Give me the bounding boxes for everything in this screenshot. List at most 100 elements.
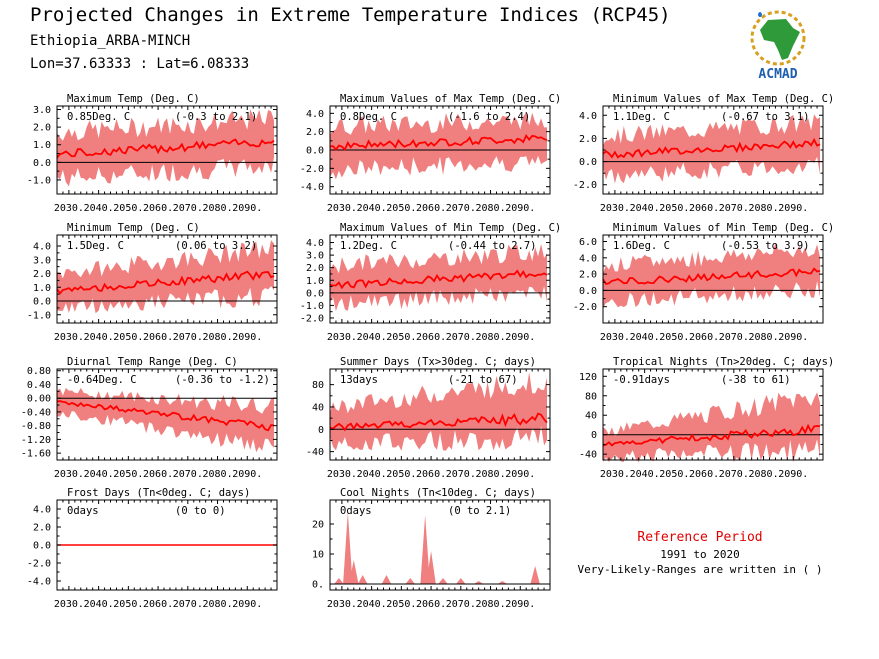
x-tick-label: 2050. <box>113 469 143 480</box>
x-tick-label: 2030. <box>600 332 630 343</box>
x-tick-label: 2070. <box>446 203 476 214</box>
change-summary: 1.6Deg. C <box>613 240 670 252</box>
x-tick-label: 2070. <box>173 332 203 343</box>
x-tick-label: 2040. <box>630 332 660 343</box>
x-tick-label: 2030. <box>327 203 357 214</box>
africa-map-logo-icon: ACMAD <box>750 10 806 82</box>
chart-title: Minimum Values of Max Temp (Deg. C) <box>613 93 834 105</box>
y-tick-label: 2.0 <box>33 269 51 280</box>
x-tick-label: 2090. <box>505 203 535 214</box>
likely-range: (-21 to 67) <box>448 374 518 386</box>
y-tick-label: 80 <box>312 380 324 391</box>
x-tick-label: 2090. <box>778 332 808 343</box>
y-tick-label: 1.0 <box>306 276 324 287</box>
y-tick-label: 2.0 <box>33 523 51 534</box>
y-tick-label: 0.0 <box>306 288 324 299</box>
change-summary: 1.2Deg. C <box>340 240 397 252</box>
y-tick-label: 3.0 <box>33 255 51 266</box>
chart-title: Maximum Values of Max Temp (Deg. C) <box>340 93 561 105</box>
range-band <box>57 109 274 187</box>
x-tick-label: 2060. <box>143 599 173 610</box>
coordinates-label: Lon=37.63333 : Lat=6.08333 <box>30 56 250 72</box>
y-tick-label: 10 <box>312 550 324 561</box>
x-tick-label: 2040. <box>84 203 114 214</box>
x-tick-label: 2080. <box>475 469 505 480</box>
x-tick-label: 2060. <box>416 599 446 610</box>
y-tick-label: -2.0 <box>300 313 324 324</box>
y-tick-label: 2.0 <box>33 123 51 134</box>
plot-frame <box>329 234 551 324</box>
y-tick-label: -2.0 <box>573 302 597 313</box>
x-tick-label: 2090. <box>505 332 535 343</box>
y-tick-label: -4.0 <box>27 577 51 588</box>
range-band <box>57 387 274 453</box>
y-tick-label: 1.0 <box>33 283 51 294</box>
x-tick-label: 2060. <box>416 332 446 343</box>
y-tick-label: 0. <box>312 580 324 591</box>
change-summary: 0days <box>67 505 99 517</box>
chart-title: Frost Days (Tn<0deg. C; days) <box>67 487 250 499</box>
y-tick-label: -2.0 <box>27 559 51 570</box>
x-tick-label: 2040. <box>630 203 660 214</box>
y-tick-label: 2.0 <box>306 127 324 138</box>
x-tick-label: 2050. <box>659 332 689 343</box>
y-tick-label: 0 <box>591 430 597 441</box>
x-tick-label: 2070. <box>446 599 476 610</box>
x-tick-label: 2070. <box>719 203 749 214</box>
x-tick-label: 2090. <box>232 599 262 610</box>
y-tick-label: 2.0 <box>579 270 597 281</box>
plot-frame <box>329 368 551 461</box>
x-tick-label: 2040. <box>84 332 114 343</box>
y-tick-label: 0.0 <box>579 286 597 297</box>
mean-line <box>602 137 821 159</box>
x-tick-label: 2030. <box>54 599 84 610</box>
likely-range: (-0.3 to 2.1) <box>175 111 257 123</box>
likely-range: (0.06 to 3.2) <box>175 240 257 252</box>
x-tick-label: 2050. <box>113 599 143 610</box>
x-tick-label: 2080. <box>748 203 778 214</box>
plot-frame <box>56 105 278 195</box>
logo-text: ACMAD <box>758 67 797 82</box>
y-tick-label: -40 <box>579 450 597 461</box>
y-tick-label: -2.0 <box>573 180 597 191</box>
area-spike <box>497 581 508 584</box>
area-spike <box>343 512 353 584</box>
change-summary: 0.8Deg. C <box>340 111 397 123</box>
y-tick-label: 40 <box>312 402 324 413</box>
range-band <box>330 111 547 180</box>
x-tick-label: 2060. <box>689 469 719 480</box>
y-tick-label: 4.0 <box>579 111 597 122</box>
x-tick-label: 2080. <box>202 469 232 480</box>
x-tick-label: 2050. <box>113 203 143 214</box>
area-spike <box>420 515 430 584</box>
y-tick-label: -1.0 <box>300 301 324 312</box>
y-tick-label: 0.0 <box>33 297 51 308</box>
y-tick-label: 0.0 <box>33 158 51 169</box>
mean-line <box>56 138 275 159</box>
y-tick-label: 0.0 <box>33 541 51 552</box>
area-spike <box>381 575 392 584</box>
likely-range: (-0.44 to 2.7) <box>448 240 537 252</box>
x-tick-label: 2080. <box>202 203 232 214</box>
plot-frame <box>329 499 551 591</box>
x-tick-label: 2030. <box>327 332 357 343</box>
y-tick-label: 2.0 <box>306 263 324 274</box>
range-band <box>603 392 820 463</box>
x-tick-label: 2040. <box>357 599 387 610</box>
x-tick-label: 2060. <box>143 469 173 480</box>
chart-title: Tropical Nights (Tn>20deg. C; days) <box>613 356 834 368</box>
y-tick-label: 0.00 <box>27 394 51 405</box>
y-tick-label: 80 <box>585 391 597 402</box>
x-tick-label: 2040. <box>357 203 387 214</box>
x-tick-label: 2070. <box>173 203 203 214</box>
chart-title: Minimum Values of Min Temp (Deg. C) <box>613 222 834 234</box>
x-tick-label: 2050. <box>659 469 689 480</box>
likely-range: (-1.6 to 2.4) <box>448 111 530 123</box>
y-tick-label: 0.0 <box>579 157 597 168</box>
mean-line <box>602 423 821 447</box>
mean-line <box>329 269 548 290</box>
